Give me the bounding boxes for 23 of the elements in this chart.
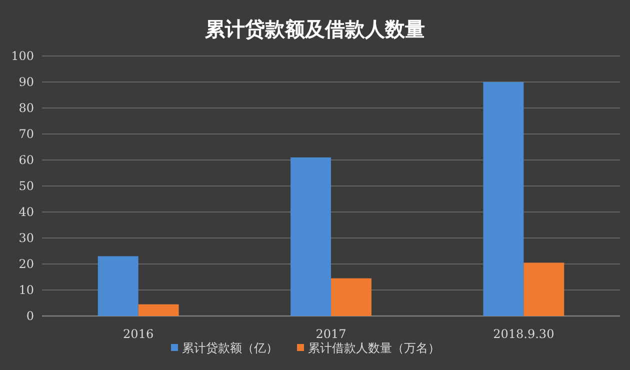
y-tick-label: 0 — [26, 309, 34, 323]
y-tick-label: 100 — [11, 49, 34, 63]
y-tick-label: 50 — [18, 179, 34, 193]
legend-label: 累计借款人数量（万名） — [308, 341, 440, 355]
y-tick-label: 60 — [18, 153, 34, 167]
bar — [290, 157, 331, 316]
y-tick-label: 30 — [18, 231, 34, 245]
y-tick-label: 90 — [18, 75, 34, 89]
y-tick-label: 70 — [18, 127, 34, 141]
y-tick-label: 40 — [18, 205, 34, 219]
chart-title: 累计贷款额及借款人数量 — [204, 18, 425, 41]
x-tick-label: 2017 — [316, 327, 346, 341]
bar — [138, 304, 179, 316]
y-tick-label: 10 — [18, 283, 34, 297]
bar — [331, 278, 372, 316]
x-tick-label: 2018.9.30 — [493, 327, 554, 341]
y-tick-label: 20 — [18, 257, 34, 271]
x-tick-label: 2016 — [123, 327, 154, 341]
y-tick-label: 80 — [18, 101, 34, 115]
bar — [98, 256, 138, 316]
bar — [524, 262, 564, 316]
bar — [483, 82, 524, 316]
legend-label: 累计贷款额（亿） — [182, 341, 278, 355]
